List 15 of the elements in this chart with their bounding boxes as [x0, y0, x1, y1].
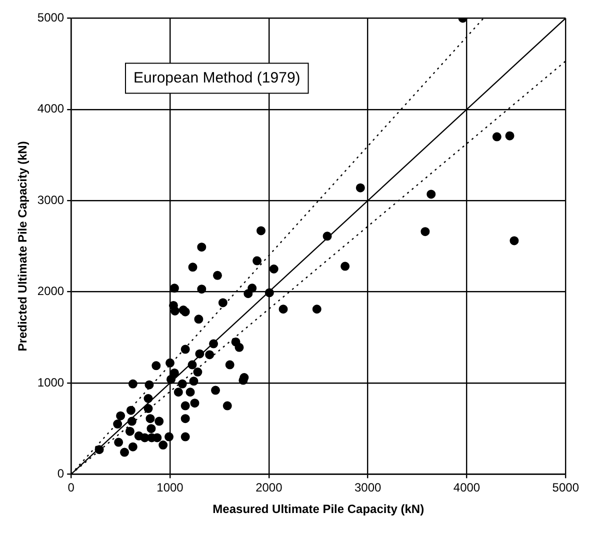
y-tick-label: 3000	[37, 192, 64, 207]
y-tick-label: 2000	[37, 284, 64, 298]
y-axis-title: Predicted Ultimate Pile Capacity (kN)	[16, 141, 30, 352]
x-tick-label: 0	[68, 480, 75, 495]
x-tick-label: 4000	[453, 480, 480, 495]
y-tick-label: 1000	[37, 375, 64, 390]
x-tick-label: 5000	[552, 480, 580, 495]
x-tick-label: 3000	[354, 480, 382, 495]
y-tick-label: 0	[57, 466, 64, 481]
x-tick-label: 2000	[256, 480, 283, 495]
annotation: European Method (1979)	[133, 69, 300, 86]
x-tick-label: 1000	[156, 480, 184, 495]
y-tick-label: 4000	[37, 102, 64, 116]
x-axis-title: Measured Ultimate Pile Capacity (kN)	[212, 502, 424, 516]
y-tick-label: 5000	[37, 10, 64, 25]
